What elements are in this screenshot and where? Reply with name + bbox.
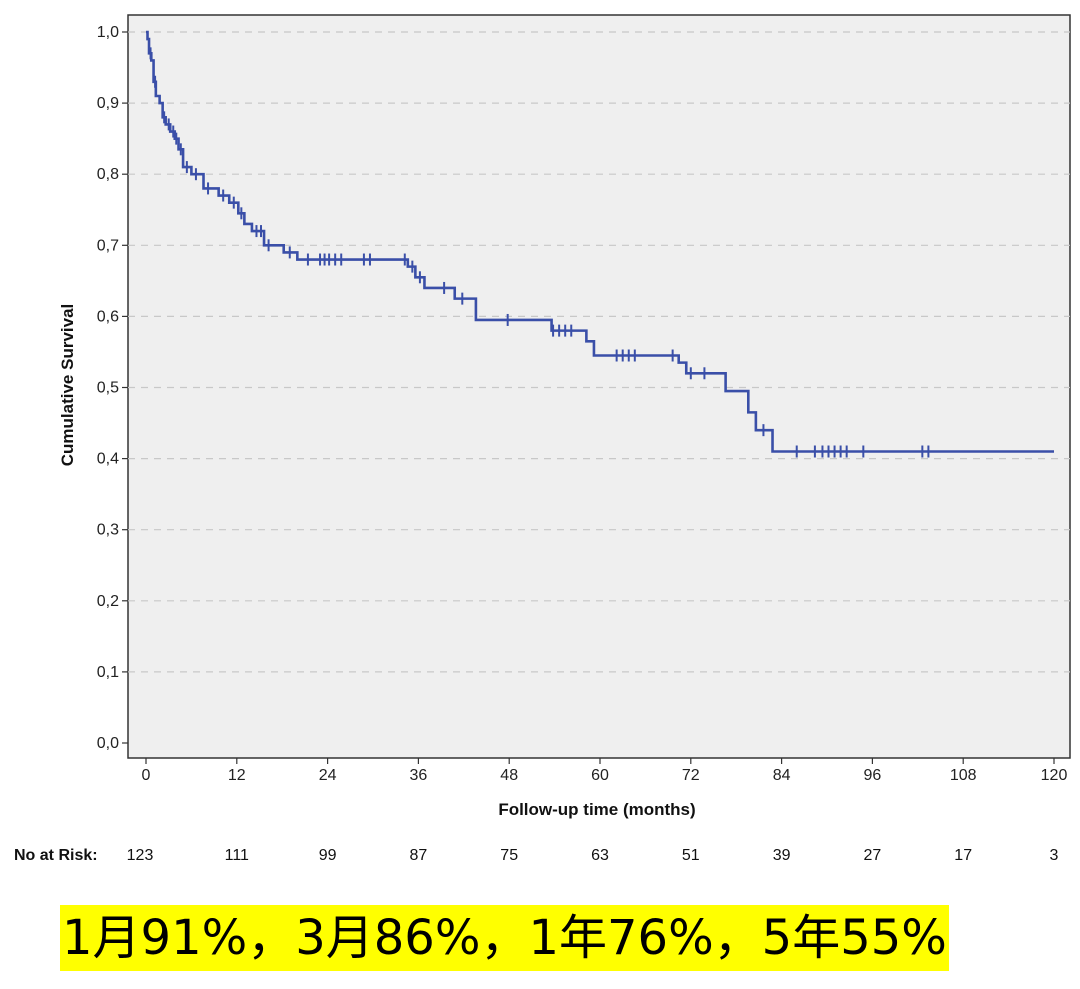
at-risk-value: 63 xyxy=(591,847,609,864)
at-risk-value: 27 xyxy=(864,847,882,864)
at-risk-row: 123 111 99 87 75 63 51 39 27 17 3 xyxy=(127,847,1059,864)
y-tick-label: 0,5 xyxy=(97,380,119,397)
survival-chart: 0,00,10,20,30,40,50,60,70,80,91,00 12 24 36… xyxy=(14,14,1071,864)
x-tick-label: 12 xyxy=(228,767,246,784)
y-axis-title: Cumulative Survival xyxy=(58,304,77,467)
y-tick-label: 0,2 xyxy=(97,593,119,610)
plot-area xyxy=(127,14,1071,759)
at-risk-value: 17 xyxy=(954,847,972,864)
at-risk-value: 3 xyxy=(1050,847,1059,864)
x-tick-label: 60 xyxy=(591,767,609,784)
censor-marks xyxy=(149,47,930,458)
x-tick-label: 36 xyxy=(410,767,428,784)
axes: 0,0 0,1 0,2 0,3 0,4 0,5 0,6 0,7 0,8 0,9 1,0 0 12 24 36… xyxy=(97,24,1068,784)
y-tick-label: 0,8 xyxy=(97,166,119,183)
x-tick-label: 96 xyxy=(864,767,882,784)
y-tick-label: 0,9 xyxy=(97,95,119,112)
survival-summary-caption: 1月91%，3月86%，1年76%，5年55% xyxy=(60,905,949,971)
x-tick-label: 72 xyxy=(682,767,700,784)
y-tick-label: 0,3 xyxy=(97,522,119,539)
y-tick-label: 0,0 xyxy=(97,735,119,752)
at-risk-value: 51 xyxy=(682,847,700,864)
at-risk-value: 75 xyxy=(500,847,518,864)
x-axis-title: Follow-up time (months) xyxy=(498,800,695,819)
at-risk-value: 87 xyxy=(410,847,428,864)
at-risk-value: 39 xyxy=(773,847,791,864)
survival-curve xyxy=(146,30,1054,453)
survival-step-line xyxy=(146,30,1054,453)
x-tick-label: 24 xyxy=(319,767,337,784)
y-tick-label: 0,7 xyxy=(97,237,119,254)
at-risk-value: 111 xyxy=(225,847,249,864)
x-tick-label: 48 xyxy=(500,767,518,784)
x-tick-label: 0 xyxy=(142,767,151,784)
x-tick-label: 120 xyxy=(1041,767,1068,784)
y-tick-label: 0,1 xyxy=(97,664,119,681)
at-risk-value: 99 xyxy=(319,847,337,864)
x-tick-label: 108 xyxy=(950,767,977,784)
y-tick-label: 0,6 xyxy=(97,308,119,325)
at-risk-value: 123 xyxy=(127,847,154,864)
x-tick-label: 84 xyxy=(773,767,791,784)
y-tick-label: 0,4 xyxy=(97,451,119,468)
y-tick-label: 1,0 xyxy=(97,24,119,41)
at-risk-label: No at Risk: xyxy=(14,847,98,864)
